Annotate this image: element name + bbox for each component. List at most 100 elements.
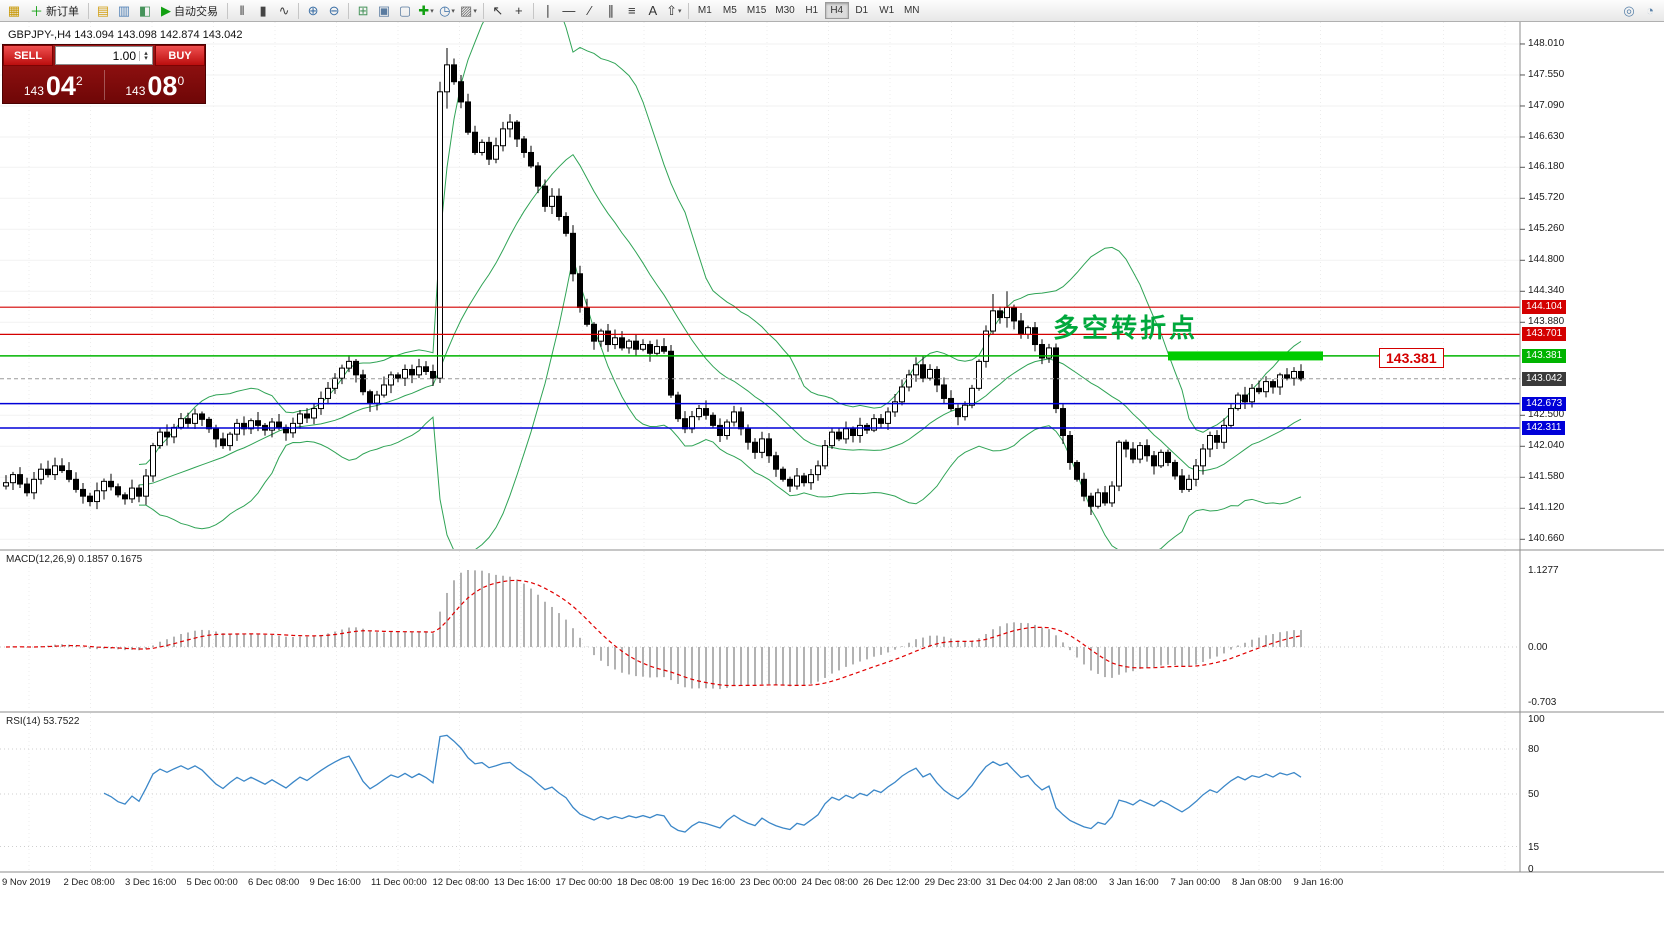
time-tick-label: 8 Jan 08:00 — [1232, 877, 1282, 888]
price-tick-label: 146.180 — [1528, 161, 1565, 173]
timeframe-h1[interactable]: H1 — [805, 5, 819, 16]
buy-price-big: 08 — [147, 71, 178, 101]
time-tick-label: 29 Dec 23:00 — [924, 877, 982, 888]
period-icon[interactable]: ◷ ▾ — [437, 2, 457, 20]
channel-icon: ∥ — [607, 2, 615, 18]
cascade-windows-icon[interactable]: ▣ — [374, 2, 394, 20]
text-icon: A — [648, 3, 658, 18]
bar-chart-icon[interactable]: ‖ — [232, 2, 252, 20]
tile-windows-icon: ⊞ — [357, 2, 369, 18]
navigator-icon[interactable]: ◧ — [135, 2, 155, 20]
toolbar-separator — [532, 2, 534, 19]
dropdown-caret-icon: ▾ — [430, 7, 434, 15]
new-chart-icon[interactable]: ✚ ▾ — [416, 2, 436, 20]
auto-trading-button[interactable]: ▶ 自动交易 — [156, 2, 223, 20]
volume-stepper[interactable]: ▴ ▾ — [139, 49, 152, 62]
vertical-line-icon[interactable]: ∣ — [538, 2, 558, 20]
time-tick-label: 3 Jan 16:00 — [1109, 877, 1159, 888]
volume-down-icon[interactable]: ▾ — [144, 54, 148, 62]
buy-price[interactable]: 143 08 0 — [105, 69, 206, 100]
price-tick-label: 144.800 — [1528, 254, 1565, 266]
zoom-out-icon[interactable]: ⊖ — [324, 2, 344, 20]
market-watch-icon[interactable]: ▥ — [114, 2, 134, 20]
dropdown-caret-icon: ▾ — [451, 7, 455, 15]
one-click-trading-panel[interactable]: SELL 1.00 ▴ ▾ BUY 143 04 2 143 08 0 — [2, 44, 206, 104]
volume-input[interactable]: 1.00 ▴ ▾ — [55, 46, 153, 65]
help-icon: ◔ — [1646, 3, 1654, 18]
macd-tick-label: 1.1277 — [1528, 565, 1559, 576]
time-tick-label: 9 Dec 16:00 — [309, 877, 361, 888]
toolbar-separator — [348, 2, 350, 19]
time-tick-label: 9 Jan 16:00 — [1293, 877, 1344, 888]
volume-value[interactable]: 1.00 — [112, 48, 136, 63]
symbol-ohlc-line: GBPJPY-,H4 143.094 143.098 142.874 143.0… — [8, 29, 243, 41]
time-tick-label: 23 Dec 00:00 — [740, 877, 797, 888]
price-divider — [103, 69, 105, 100]
price-tick-label: 143.880 — [1528, 316, 1565, 328]
price-tick-label: 142.500 — [1528, 409, 1565, 421]
crosshair-icon[interactable]: + — [509, 2, 529, 20]
time-tick-label: 18 Dec 08:00 — [617, 877, 674, 888]
toolbar: ▦ ＋新订单 ▤ ▥ ◧ ▶ 自动交易 ‖ ▮ ∿ ⊕ ⊖ ⊞ ▣ ▢ ✚ ▾ ◷ ▾ ▨ ▾ ↖ + ∣ — ∕ ∥ ≡ A ⇧ ▾ M1 M… — [0, 0, 1664, 22]
macd-tick-label: -0.703 — [1528, 697, 1557, 708]
trendline-icon[interactable]: ∕ — [580, 2, 600, 20]
timeframe-m15[interactable]: M15 — [746, 5, 767, 16]
timeframe-m5[interactable]: M5 — [722, 5, 737, 16]
trendline-icon: ∕ — [588, 3, 591, 18]
zoom-in-icon[interactable]: ⊕ — [303, 2, 323, 20]
price-tick-label: 144.340 — [1528, 285, 1565, 297]
fibonacci-icon[interactable]: ≡ — [622, 2, 642, 20]
horizontal-line-icon[interactable]: — — [559, 2, 579, 20]
volume-up-icon[interactable]: ▴ — [144, 49, 148, 57]
cursor-icon[interactable]: ↖ — [488, 2, 508, 20]
arrange-windows-icon: ▢ — [398, 2, 412, 18]
new-chart-icon: ✚ — [418, 2, 430, 18]
sell-price-big: 04 — [45, 71, 76, 101]
rsi-tick-label: 100 — [1528, 714, 1545, 725]
sell-button[interactable]: SELL — [3, 45, 53, 66]
search-icon[interactable]: ◎ — [1619, 2, 1639, 20]
time-tick-label: 12 Dec 08:00 — [432, 877, 490, 888]
timeframe-m1[interactable]: M1 — [697, 5, 712, 16]
buy-price-sup: 0 — [177, 74, 185, 88]
dropdown-caret-icon: ▾ — [473, 7, 477, 15]
toolbar-separator — [88, 2, 90, 19]
cursor-icon: ↖ — [492, 2, 504, 18]
chart-annotation-text[interactable]: 多空转折点 — [1053, 313, 1199, 343]
line-chart-icon[interactable]: ∿ — [274, 2, 294, 20]
price-tick-label: 147.550 — [1528, 68, 1565, 80]
search-icon: ◎ — [1623, 2, 1635, 18]
dropdown-caret-icon: ▾ — [678, 7, 682, 15]
new-order-button[interactable]: ＋新订单 — [25, 2, 84, 20]
navigator-icon: ◧ — [138, 2, 152, 18]
price-callout-label[interactable]: 143.381 — [1379, 348, 1444, 368]
price-level-badge: 144.104 — [1522, 300, 1567, 315]
auto-trading-button: ▶ — [161, 2, 172, 18]
tile-windows-icon[interactable]: ⊞ — [353, 2, 373, 20]
timeframe-d1[interactable]: D1 — [855, 5, 869, 16]
sell-price-sup: 2 — [75, 74, 83, 88]
text-icon[interactable]: A — [643, 2, 663, 20]
profiles-icon[interactable]: ▤ — [93, 2, 113, 20]
candlestick-chart-icon: ▮ — [259, 2, 267, 18]
sell-price[interactable]: 143 04 2 — [3, 69, 104, 100]
timeframe-w1[interactable]: W1 — [879, 5, 895, 16]
period-icon: ◷ — [439, 2, 451, 18]
mt-logo-icon[interactable]: ▦ — [4, 2, 24, 20]
channel-icon[interactable]: ∥ — [601, 2, 621, 20]
timeframe-h4[interactable]: H4 — [824, 2, 849, 19]
time-tick-label: 5 Dec 00:00 — [186, 877, 238, 888]
arrange-windows-icon[interactable]: ▢ — [395, 2, 415, 20]
arrows-icon[interactable]: ⇧ ▾ — [664, 2, 684, 20]
timeframe-m30[interactable]: M30 — [775, 5, 795, 16]
new-order-button: ＋ — [30, 4, 44, 19]
buy-button[interactable]: BUY — [155, 45, 205, 66]
candlestick-chart-icon[interactable]: ▮ — [253, 2, 273, 20]
help-icon[interactable]: ◔ — [1640, 2, 1660, 20]
rsi-indicator-label: RSI(14) 53.7522 — [6, 716, 80, 727]
timeframe-mn[interactable]: MN — [903, 5, 920, 16]
price-tick-label: 147.090 — [1528, 99, 1565, 111]
zoom-in-icon: ⊕ — [307, 2, 319, 18]
template-icon[interactable]: ▨ ▾ — [458, 2, 479, 20]
